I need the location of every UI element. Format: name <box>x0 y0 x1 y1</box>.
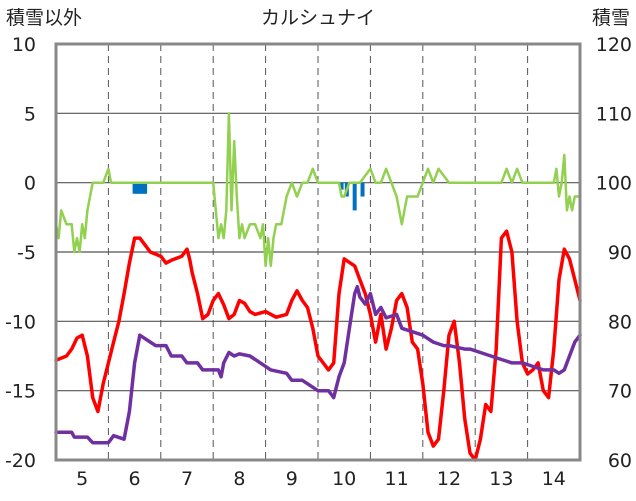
x-tick-label: 13 <box>489 468 513 490</box>
y-left-tick-label: -15 <box>5 381 36 403</box>
plot-frame <box>54 42 582 462</box>
x-tick-label: 12 <box>437 468 461 490</box>
x-tick-label: 14 <box>542 468 566 490</box>
tick-layer: 5 6 7 8 9 10 11 12 13 14 10 5 0 -5 -10 -15 -20 120 110 100 9… <box>5 34 632 490</box>
y-left-tick-label: -5 <box>17 242 36 264</box>
x-tick-label: 8 <box>233 468 245 490</box>
bar-mark <box>137 182 142 194</box>
x-tick-label: 5 <box>76 468 88 490</box>
series-layer <box>54 112 582 462</box>
bar-mark <box>140 182 145 194</box>
x-tick-label: 9 <box>286 468 298 490</box>
x-tick-label: 11 <box>385 468 409 490</box>
bar-mark <box>360 182 365 197</box>
series-line-1 <box>54 284 582 445</box>
y-right-tick-label: 80 <box>608 311 632 333</box>
y-left-tick-label: 10 <box>12 34 36 56</box>
y-right-axis-label: 積雪 <box>592 7 630 29</box>
y-left-tick-label: 0 <box>24 173 36 195</box>
y-right-tick-label: 70 <box>608 381 632 403</box>
bar-mark <box>352 182 357 211</box>
chart-title: カルシュナイ <box>261 7 375 29</box>
x-tick-label: 6 <box>129 468 141 490</box>
y-left-tick-label: -10 <box>5 311 36 333</box>
y-left-axis-label: 積雪以外 <box>6 7 82 29</box>
y-right-tick-label: 110 <box>596 103 632 125</box>
y-right-tick-label: 90 <box>608 242 632 264</box>
bar-mark <box>132 182 137 194</box>
x-tick-label: 10 <box>332 468 356 490</box>
bar-mark <box>135 182 140 194</box>
y-left-tick-label: -20 <box>5 450 36 472</box>
series-line-0 <box>54 229 582 462</box>
bar-mark <box>143 182 148 194</box>
y-right-tick-label: 100 <box>596 173 632 195</box>
axis-layer <box>54 42 582 462</box>
y-left-tick-label: 5 <box>24 103 36 125</box>
x-tick-label: 7 <box>181 468 193 490</box>
y-right-tick-label: 60 <box>608 450 632 472</box>
y-right-tick-label: 120 <box>596 34 632 56</box>
bar-mark <box>339 182 344 190</box>
series-line-2 <box>54 112 582 268</box>
